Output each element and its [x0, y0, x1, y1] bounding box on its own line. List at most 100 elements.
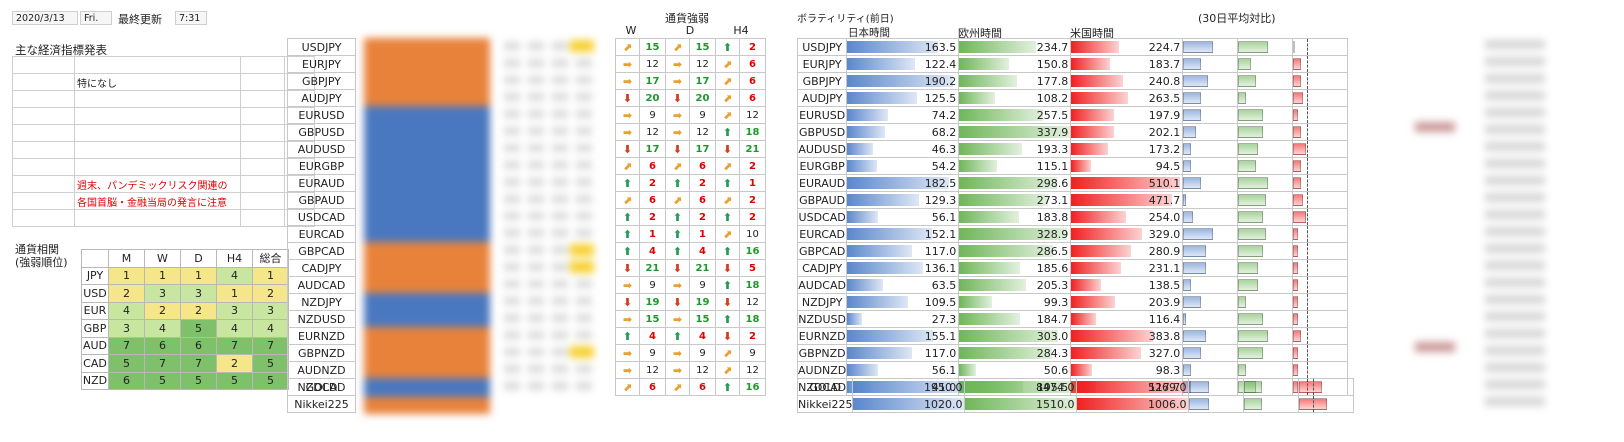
pair-name[interactable]: EURAUD [287, 174, 356, 192]
avg-ratio-cell [1182, 208, 1239, 226]
pair-name[interactable]: EURAUD [796, 174, 848, 192]
avg-ratio-cell [1237, 276, 1294, 294]
strength-header-h4: H4 [733, 24, 749, 37]
strength-value: 12 [739, 293, 766, 311]
volatility-row: EURAUD 182.5 298.6 510.1 [796, 174, 1349, 192]
pair-name[interactable]: GOLD [796, 378, 854, 396]
vol-us-cell: 98.3 [1070, 361, 1184, 379]
vol-jp-cell: 74.2 [846, 106, 960, 124]
vol-us-bar [1071, 126, 1115, 138]
pair-name[interactable]: USDCAD [287, 208, 356, 226]
pair-name[interactable]: GBPAUD [796, 191, 848, 209]
pair-name[interactable]: GBPJPY [796, 72, 848, 90]
strength-value: 21 [739, 140, 766, 158]
vol-jp-bar [847, 177, 949, 189]
avg-baseline [1307, 39, 1309, 55]
pair-name[interactable]: AUDJPY [287, 89, 356, 107]
pair-name[interactable]: AUDNZD [287, 361, 356, 379]
pair-name[interactable]: USDJPY [287, 38, 356, 56]
pair-name[interactable]: EURGBP [796, 157, 848, 175]
trend-down-icon: ⬇ [722, 142, 733, 156]
pair-name[interactable]: AUDNZD [796, 361, 848, 379]
pair-name[interactable]: NZDJPY [796, 293, 848, 311]
avg-baseline [1307, 260, 1309, 276]
pair-name[interactable]: AUDJPY [796, 89, 848, 107]
pair-name[interactable]: EURCAD [796, 225, 848, 243]
strength-value: 12 [689, 361, 716, 379]
vol-jp-bar [847, 245, 913, 257]
trend-up-icon: ⬆ [622, 244, 633, 258]
pair-name[interactable]: EURJPY [287, 55, 356, 73]
avg-title: (30日平均対比) [1198, 12, 1276, 25]
date-box: 2020/3/13 [12, 11, 78, 25]
vol-us-cell: 471.7 [1070, 191, 1184, 209]
pair-name[interactable]: Nikkei225 [287, 395, 356, 413]
trend-ne-icon: ⬈ [722, 346, 733, 360]
event-cell [240, 107, 285, 125]
avg-ratio-cell [1292, 89, 1349, 107]
strength-value: 10 [739, 225, 766, 243]
corr-rank: 5 [108, 354, 145, 373]
strength-value: 12 [639, 361, 666, 379]
pair-name[interactable]: CADJPY [287, 259, 356, 277]
vol-us-value: 197.9 [1148, 108, 1181, 122]
pair-name[interactable]: EURCAD [287, 225, 356, 243]
trend-up-icon: ⬆ [722, 176, 733, 190]
pair-name[interactable]: NZDUSD [287, 310, 356, 328]
trend-right-icon: ➡ [622, 312, 633, 326]
pair-name[interactable]: EURNZD [287, 327, 356, 345]
strength-value: 18 [739, 123, 766, 141]
pair-name[interactable]: AUDCAD [287, 276, 356, 294]
pair-name[interactable]: GBPJPY [287, 72, 356, 90]
corr-rank: 4 [216, 266, 253, 285]
pair-name[interactable]: NZDUSD [796, 310, 848, 328]
trend-right-icon: ➡ [672, 108, 683, 122]
pair-name[interactable]: USDJPY [796, 38, 848, 56]
trend-up-icon: ⬆ [622, 227, 633, 241]
strength-row: ⬇ 19 ⬇ 19 ⬇ 12 [615, 293, 766, 311]
pair-name[interactable]: GBPUSD [796, 123, 848, 141]
pair-name[interactable]: EURUSD [796, 106, 848, 124]
strength-row: ⬈ 6 ⬈ 6 ⬈ 2 [615, 191, 766, 209]
avg-ratio-bar [1293, 228, 1299, 240]
strength-value: 12 [689, 123, 716, 141]
trend-up-icon: ⬆ [672, 227, 683, 241]
avg-ratio-cell [1237, 361, 1294, 379]
avg-ratio-cell [1292, 276, 1349, 294]
vol-eu-bar [959, 262, 1020, 274]
vol-us-bar [1071, 41, 1120, 53]
pair-name[interactable]: EURGBP [287, 157, 356, 175]
pair-name[interactable]: AUDCAD [796, 276, 848, 294]
pair-name[interactable]: GBPUSD [287, 123, 356, 141]
strength-row: ➡ 9 ➡ 9 ⬈ 12 [615, 106, 766, 124]
trend-right-icon: ➡ [622, 74, 633, 88]
avg-ratio-cell [1182, 38, 1239, 56]
pair-name[interactable]: AUDUSD [287, 140, 356, 158]
pair-name[interactable]: GBPCAD [796, 242, 848, 260]
pair-name[interactable]: NZDJPY [287, 293, 356, 311]
vol-eu-value: 150.8 [1036, 57, 1069, 71]
corr-rank: 6 [108, 371, 145, 390]
avg-ratio-cell [1292, 208, 1349, 226]
strength-value: 4 [689, 242, 716, 260]
pair-name[interactable]: Nikkei225 [796, 395, 854, 413]
pair-name[interactable]: GOLD [287, 378, 356, 396]
pair-name[interactable]: USDCAD [796, 208, 848, 226]
vol-eu-cell: 99.3 [958, 293, 1072, 311]
vol-jp-cell: 56.1 [846, 208, 960, 226]
pair-name[interactable]: GBPNZD [287, 344, 356, 362]
avg-ratio-bar [1244, 381, 1262, 393]
vol-jp-cell: 152.1 [846, 225, 960, 243]
avg-ratio-bar [1238, 245, 1264, 257]
pair-name[interactable]: GBPCAD [287, 242, 356, 260]
pair-name[interactable]: GBPAUD [287, 191, 356, 209]
pair-name[interactable]: EURNZD [796, 327, 848, 345]
avg-ratio-bar [1183, 177, 1201, 189]
pair-name[interactable]: AUDUSD [796, 140, 848, 158]
pair-name[interactable]: EURUSD [287, 106, 356, 124]
pair-name[interactable]: GBPNZD [796, 344, 848, 362]
pair-name[interactable]: EURJPY [796, 55, 848, 73]
avg-ratio-cell [1237, 310, 1294, 328]
volatility-row: AUDJPY 125.5 108.2 263.5 [796, 89, 1349, 107]
pair-name[interactable]: CADJPY [796, 259, 848, 277]
